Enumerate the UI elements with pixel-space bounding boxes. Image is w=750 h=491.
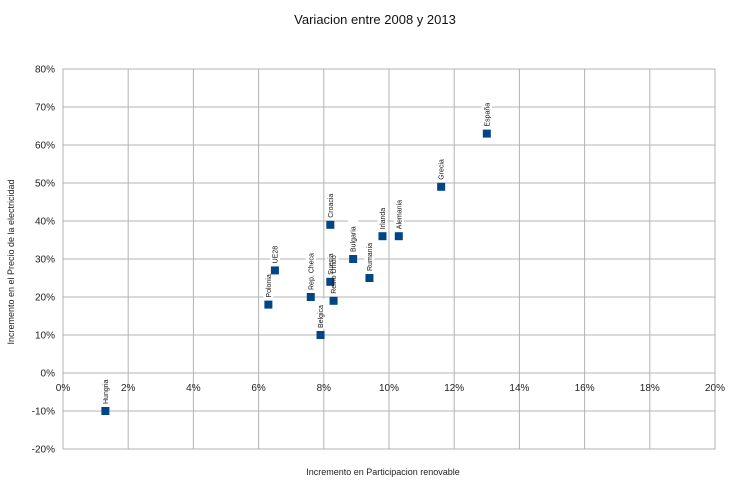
point-label-rumania: Rumania [367, 243, 374, 271]
point-label-alemania: Alemania [396, 200, 403, 229]
x-tick-label: 4% [186, 383, 201, 394]
label-bg [305, 249, 316, 291]
label-bg [393, 196, 404, 231]
point-alemania [394, 232, 403, 241]
y-tick-label: 80% [35, 65, 55, 76]
label-bg [100, 374, 111, 405]
label-bg [377, 199, 388, 231]
point-bulgaria [349, 255, 358, 263]
point-espana [482, 129, 491, 138]
x-axis-title: Incremento en Participacion renovable [306, 467, 460, 477]
point-label-ue28: UE28 [272, 246, 279, 264]
point-belgica [316, 331, 325, 339]
y-tick-label: -20% [32, 445, 55, 456]
y-tick-label: 70% [35, 103, 55, 114]
x-tick-label: 10% [379, 383, 399, 394]
point-rumania [365, 274, 374, 282]
point-label-irlanda: Irlanda [380, 208, 387, 230]
x-tick-label: 0% [56, 383, 71, 394]
y-tick-label: 10% [35, 331, 55, 342]
chart-title: Variacion entre 2008 y 2013 [294, 12, 456, 27]
label-bg [315, 298, 326, 329]
point-label-reino-unido: Reino Unido [331, 255, 338, 294]
y-axis-title: Incremento en el Precio de la electricid… [6, 179, 16, 344]
x-tick-label: 8% [317, 383, 332, 394]
label-bg [269, 245, 280, 265]
x-tick-label: 6% [251, 383, 266, 394]
y-tick-label: 50% [35, 179, 55, 190]
point-label-espana: España [484, 103, 491, 127]
point-reino-unido [329, 296, 338, 305]
x-tick-label: 16% [575, 383, 595, 394]
point-ue28 [270, 266, 279, 275]
y-tick-label: 0% [41, 369, 56, 380]
x-tick-label: 12% [444, 383, 464, 394]
point-grecia [437, 182, 446, 191]
label-bg [481, 101, 492, 128]
x-axis-ticks: 0% 2% 4% 6% 8% 10% 12% 14% 16% 18% 20% [56, 383, 725, 394]
point-label-suecia: Suecia [328, 253, 335, 275]
point-label-polonia: Polonia [266, 274, 273, 297]
data-points: Hungria Polonia UE28 Rep. Checa Belgica Croac… [101, 103, 491, 415]
point-label-hungria: Hungria [103, 379, 110, 404]
y-tick-label: 20% [35, 293, 55, 304]
point-label-rep-checa: Rep. Checa [308, 253, 315, 290]
label-backgrounds [100, 101, 492, 405]
point-label-bulgaria: Bulgaria [351, 226, 358, 252]
point-croacia [326, 220, 335, 229]
y-tick-label: 60% [35, 141, 55, 152]
point-label-belgica: Belgica [318, 305, 325, 328]
x-tick-label: 14% [509, 383, 529, 394]
point-irlanda [378, 232, 387, 241]
point-hungria [101, 407, 110, 415]
plot-area-border [62, 68, 716, 450]
label-bg [364, 241, 375, 272]
y-axis-ticks: -20% -10% 0% 10% 20% 30% 40% 50% 60% 70% 80% [32, 65, 55, 456]
point-polonia [264, 300, 273, 309]
point-label-grecia: Grecia [439, 159, 446, 180]
x-tick-label: 2% [121, 383, 136, 394]
gridlines [63, 68, 715, 450]
y-tick-label: 40% [35, 217, 55, 228]
label-bg [436, 154, 447, 181]
point-label-croacia: Croacia [328, 194, 335, 218]
label-bg [263, 268, 274, 299]
y-tick-label: -10% [32, 407, 55, 418]
label-bg [348, 218, 359, 253]
label-bg [325, 188, 336, 219]
x-tick-label: 18% [640, 383, 660, 394]
label-bg [328, 248, 339, 295]
point-rep-checa [306, 293, 315, 301]
x-tick-label: 20% [705, 383, 725, 394]
point-suecia [326, 277, 335, 286]
y-tick-label: 30% [35, 255, 55, 266]
